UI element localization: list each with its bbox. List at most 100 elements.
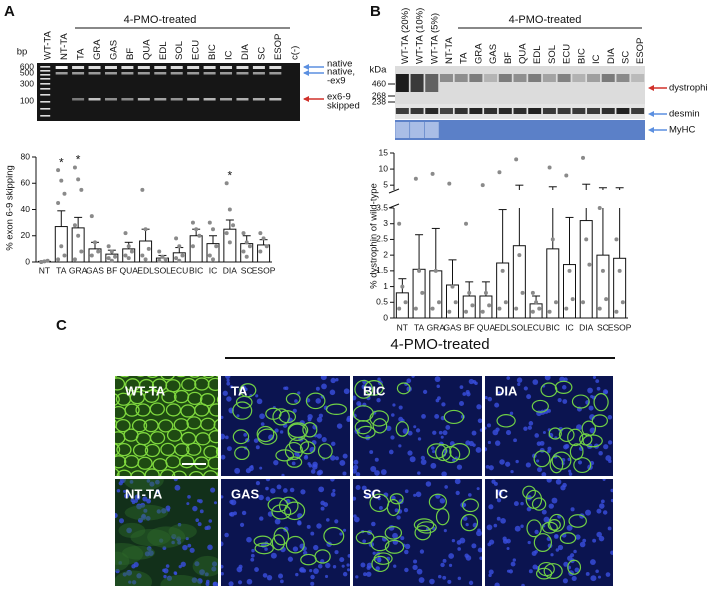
fiber (581, 420, 597, 437)
y-tick-label: 60 (21, 178, 31, 188)
ladder-band (40, 108, 51, 110)
fiber (115, 376, 118, 378)
blot-band (484, 74, 498, 82)
nucleus (211, 561, 218, 567)
nucleus (212, 581, 218, 586)
ladder-band (40, 88, 51, 90)
fiber (569, 443, 584, 461)
x-tick-label: DIA (579, 322, 594, 332)
lane-label: BF (503, 52, 514, 64)
nucleus (496, 489, 503, 496)
data-point (467, 290, 472, 295)
nucleus (567, 457, 571, 461)
size-marker: 600 (20, 61, 34, 71)
nucleus (246, 578, 253, 585)
micrograph: TA (221, 376, 350, 476)
nucleus (226, 381, 231, 386)
blot-band (395, 108, 409, 114)
nucleus (330, 455, 336, 461)
nucleus (177, 522, 182, 527)
arrow-head (648, 85, 654, 91)
nucleus (374, 457, 379, 462)
nucleus (416, 568, 423, 575)
fiber (124, 403, 140, 417)
fiber (137, 456, 153, 470)
data-point (194, 227, 199, 232)
micrograph: GAS (221, 479, 350, 586)
fiber (441, 446, 461, 464)
gel-band (170, 72, 183, 75)
nucleus (146, 498, 151, 504)
nucleus (126, 569, 133, 576)
ladder-band (40, 115, 51, 117)
nucleus (197, 522, 202, 527)
nucleus (441, 402, 446, 407)
data-point (224, 181, 229, 186)
data-point (447, 309, 452, 314)
nucleus (334, 456, 339, 461)
nucleus (413, 559, 418, 564)
data-point (211, 227, 215, 232)
nucleus (523, 386, 528, 391)
bar (429, 270, 443, 319)
data-point (258, 249, 263, 254)
nucleus (265, 479, 271, 482)
nucleus (342, 571, 348, 577)
lane-label: WT-TA (5%) (429, 13, 440, 64)
nucleus (116, 488, 121, 493)
nucleus (598, 450, 603, 456)
lane-label: TA (76, 48, 87, 60)
gel-band (170, 98, 183, 101)
nucleus (486, 423, 491, 428)
gel-band (203, 66, 216, 69)
data-point (497, 306, 502, 311)
nucleus (122, 572, 127, 577)
size-unit: kDa (370, 65, 388, 76)
x-tick-label: DIA (223, 265, 238, 275)
nucleus (509, 411, 514, 416)
nucleus (472, 443, 476, 447)
data-point (514, 306, 519, 311)
nucleus (353, 459, 359, 465)
x-tick-label: QUA (477, 322, 496, 332)
nucleus (455, 490, 460, 496)
blot-band (542, 108, 556, 114)
nucleus (205, 582, 210, 586)
nucleus (365, 493, 369, 498)
gel-band (121, 72, 134, 75)
data-point (241, 249, 246, 254)
nucleus (355, 575, 359, 579)
background-stain (122, 545, 155, 560)
x-tick-label: NT (39, 265, 50, 275)
nucleus (506, 546, 510, 550)
blot-band (498, 74, 512, 82)
nucleus (266, 574, 273, 581)
nucleus (485, 426, 487, 430)
nucleus (362, 539, 367, 544)
data-point (584, 237, 589, 242)
nucleus (377, 377, 381, 381)
data-point (436, 300, 441, 305)
nucleus (173, 479, 178, 482)
x-tick-label: SC (597, 322, 609, 332)
nucleus (532, 379, 539, 385)
fiber (203, 470, 218, 476)
nucleus (454, 479, 461, 485)
fiber (428, 493, 447, 510)
fiber (234, 446, 250, 461)
fiber (143, 418, 159, 433)
nucleus (603, 444, 609, 450)
fiber (217, 471, 218, 476)
nucleus (292, 408, 297, 413)
nucleus (259, 516, 264, 521)
nucleus (513, 438, 517, 443)
fiber (284, 441, 304, 460)
fiber (591, 414, 608, 428)
fiber (323, 526, 345, 546)
blot-band (513, 108, 527, 114)
nucleus (562, 482, 567, 488)
nucleus (141, 513, 146, 519)
fiber (567, 559, 582, 575)
nucleus (197, 578, 203, 584)
nucleus (265, 496, 271, 502)
